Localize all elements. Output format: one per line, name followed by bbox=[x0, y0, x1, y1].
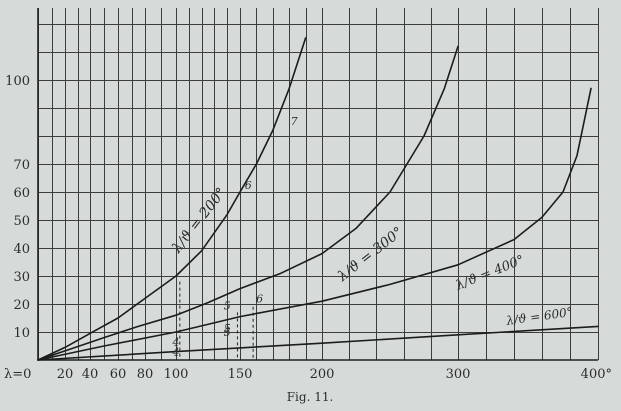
point-annotation: 6 bbox=[256, 293, 263, 306]
point-annotation: 5 bbox=[224, 326, 231, 339]
point-annotation: 5 bbox=[224, 300, 231, 313]
series-curve-2 bbox=[37, 45, 459, 361]
y-tick-label: 40 bbox=[13, 242, 30, 257]
series-label-3: λ/ϑ = 400° bbox=[453, 253, 527, 294]
y-tick-labels: 10 20 30 40 50 60 70 100 bbox=[5, 74, 30, 341]
x-tick-label: 400° bbox=[581, 367, 612, 382]
x-tick-label: 300 bbox=[446, 367, 471, 382]
y-tick-label: 70 bbox=[13, 158, 30, 173]
x-tick-label: 20 bbox=[57, 367, 74, 382]
y-tick-label: 30 bbox=[13, 270, 30, 285]
y-tick-label: 10 bbox=[13, 326, 30, 341]
point-annotation: 4 bbox=[172, 336, 180, 349]
chart-series bbox=[37, 37, 599, 361]
x-tick-labels: λ=0 20 40 60 80 100 150 200 300 400° bbox=[4, 367, 612, 382]
x-tick-label: λ=0 bbox=[4, 367, 31, 382]
chart-axes bbox=[37, 8, 598, 361]
chart-grid bbox=[38, 8, 599, 360]
x-tick-label: 80 bbox=[137, 367, 154, 382]
y-tick-label: 50 bbox=[13, 214, 30, 229]
x-tick-label: 200 bbox=[310, 367, 335, 382]
point-annotation: 5 bbox=[224, 322, 231, 335]
series-curve-3 bbox=[37, 87, 592, 361]
x-tick-label: 60 bbox=[110, 367, 127, 382]
x-tick-label: 40 bbox=[82, 367, 99, 382]
point-annotation: 4 bbox=[172, 346, 180, 359]
y-tick-label: 20 bbox=[13, 298, 30, 313]
y-tick-label: 100 bbox=[5, 74, 30, 89]
x-tick-label: 100 bbox=[164, 367, 189, 382]
series-curve-1 bbox=[37, 37, 307, 361]
figure-caption: Fig. 11. bbox=[287, 390, 334, 404]
x-tick-label: 150 bbox=[228, 367, 253, 382]
point-annotation: 6 bbox=[245, 179, 252, 192]
series-curve-4 bbox=[37, 325, 599, 361]
guide-lines bbox=[179, 281, 254, 360]
point-annotation: 7 bbox=[291, 115, 298, 128]
y-tick-label: 60 bbox=[13, 186, 30, 201]
